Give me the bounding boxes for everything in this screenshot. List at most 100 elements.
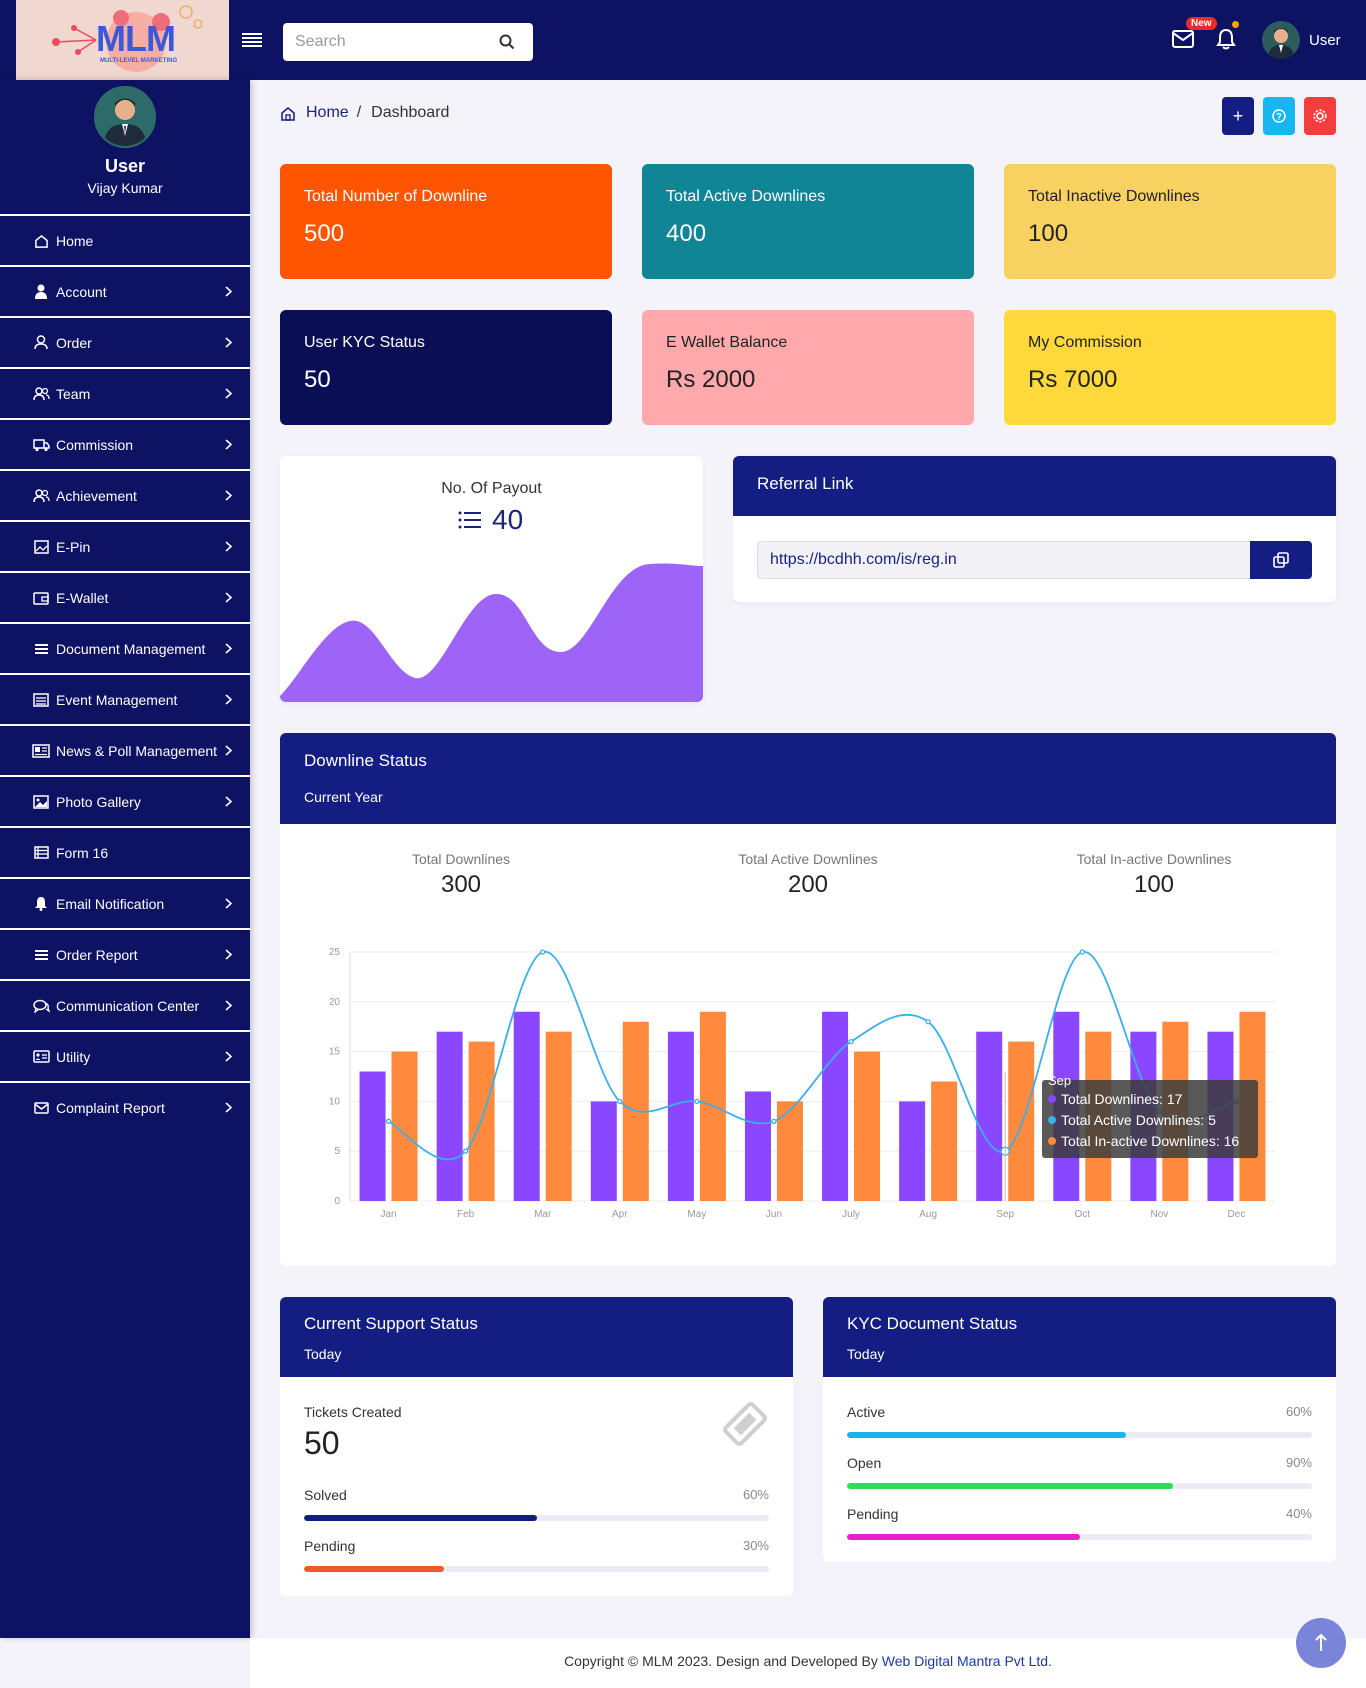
downline-status-card: Downline Status Current Year Total Downl… xyxy=(280,733,1336,1266)
bar-total-in-active-downlines-july xyxy=(854,1051,881,1201)
footer-company-link[interactable]: Web Digital Mantra Pvt Ltd. xyxy=(881,1653,1052,1669)
progress-fill xyxy=(304,1515,537,1521)
chevron-right-icon xyxy=(225,488,233,504)
sidebar-item-commission[interactable]: Commission xyxy=(0,418,250,469)
mail-icon[interactable] xyxy=(1172,30,1194,48)
bar-total-downlines-july xyxy=(822,1011,849,1201)
logo-graphic xyxy=(52,5,203,72)
x-tick-label: Nov xyxy=(1150,1209,1168,1220)
progress-label: Open xyxy=(847,1455,882,1471)
payout-area-chart xyxy=(280,563,703,702)
y-tick-label: 15 xyxy=(329,1047,341,1058)
sidebar-item-document-management[interactable]: Document Management xyxy=(0,622,250,673)
my-commission-card[interactable]: My Commission Rs 7000 xyxy=(1004,310,1336,425)
ticket-icon xyxy=(723,1402,767,1446)
tickets-value: 50 xyxy=(304,1425,340,1461)
line-point-aug xyxy=(925,1019,931,1025)
support-header: Current Support Status Today xyxy=(280,1297,793,1377)
sidebar-item-order-report[interactable]: Order Report xyxy=(0,928,250,979)
sidebar-item-account[interactable]: Account xyxy=(0,265,250,316)
total-inactive-downlines-card[interactable]: Total Inactive Downlines 100 xyxy=(1004,164,1336,279)
sidebar-item-form-16[interactable]: Form 16 xyxy=(0,826,250,877)
sidebar-item-utility[interactable]: Utility xyxy=(0,1030,250,1081)
y-tick-label: 20 xyxy=(329,997,341,1008)
sidebar-item-label: News & Poll Management xyxy=(56,742,218,759)
tickets-label: Tickets Created xyxy=(304,1404,402,1420)
total-downline-card[interactable]: Total Number of Downline 500 xyxy=(280,164,612,279)
search-icon[interactable] xyxy=(499,34,515,50)
list-icon xyxy=(458,511,481,529)
list-icon xyxy=(32,641,50,657)
stat-label: My Commission xyxy=(1028,334,1142,351)
sidebar-item-label: Order xyxy=(56,334,92,351)
mail-icon xyxy=(32,1100,50,1116)
line-series-total-active-downlines xyxy=(388,951,1237,1161)
sidebar-item-order[interactable]: Order xyxy=(0,316,250,367)
total-active-downlines-card[interactable]: Total Active Downlines 400 xyxy=(642,164,974,279)
kyc-title: KYC Document Status xyxy=(847,1314,1018,1333)
copy-link-button[interactable] xyxy=(1250,541,1312,579)
logo[interactable]: MLM MULTI-LEVEL MARKETING xyxy=(16,0,229,80)
search-input[interactable] xyxy=(283,23,483,61)
bar-total-downlines-aug xyxy=(899,1101,926,1201)
stat-value: 100 xyxy=(1133,871,1175,898)
avatar[interactable] xyxy=(1262,21,1300,59)
sidebar-menu: Home Account Order Team Commission Achievemen… xyxy=(0,214,250,1132)
add-button[interactable]: + xyxy=(1222,97,1254,135)
kyc-header: KYC Document Status Today xyxy=(823,1297,1336,1377)
sidebar-item-event-management[interactable]: Event Management xyxy=(0,673,250,724)
total-active-downlines-stat: Total Active Downlines 200 xyxy=(678,851,938,899)
chevron-right-icon xyxy=(225,437,233,453)
sidebar-item-e-wallet[interactable]: E-Wallet xyxy=(0,571,250,622)
x-tick-label: Dec xyxy=(1228,1209,1246,1220)
sidebar-item-news-poll-management[interactable]: News & Poll Management xyxy=(0,724,250,775)
breadcrumb: Home / Dashboard xyxy=(280,104,449,122)
progress-label: Solved xyxy=(304,1487,347,1503)
menu-toggle-button[interactable] xyxy=(242,33,262,47)
x-tick-label: July xyxy=(842,1209,860,1220)
sidebar-item-communication-center[interactable]: Communication Center xyxy=(0,979,250,1030)
sidebar-item-email-notification[interactable]: Email Notification xyxy=(0,877,250,928)
progress-bar xyxy=(847,1534,1312,1540)
bar-total-downlines-jan xyxy=(359,1071,386,1201)
tooltip-row: Total Downlines: 17 xyxy=(1048,1088,1252,1109)
sidebar-item-team[interactable]: Team xyxy=(0,367,250,418)
sidebar-user-role: User xyxy=(104,156,146,176)
progress-label: Pending xyxy=(304,1538,356,1554)
chevron-right-icon xyxy=(225,998,233,1014)
sidebar-item-home[interactable]: Home xyxy=(0,214,250,265)
stat-label: E Wallet Balance xyxy=(666,334,788,351)
progress-fill xyxy=(847,1483,1173,1489)
svg-text:?: ? xyxy=(1276,112,1282,122)
bar-total-downlines-sep xyxy=(976,1031,1003,1201)
progress-fill xyxy=(304,1566,444,1572)
sidebar-item-e-pin[interactable]: E-Pin xyxy=(0,520,250,571)
y-tick-label: 5 xyxy=(334,1146,340,1157)
kyc-status-card-stat[interactable]: User KYC Status 50 xyxy=(280,310,612,425)
line-point-apr xyxy=(617,1098,623,1105)
progress-percent: 30% xyxy=(742,1538,769,1553)
arrow-up-icon xyxy=(1315,1634,1327,1651)
copy-icon xyxy=(1273,552,1289,568)
header-username[interactable]: User xyxy=(1309,32,1341,49)
support-title: Current Support Status xyxy=(304,1314,478,1333)
settings-button[interactable] xyxy=(1304,97,1336,135)
photo-icon xyxy=(32,794,50,810)
stat-label: Total Inactive Downlines xyxy=(1028,188,1200,205)
stat-label: User KYC Status xyxy=(304,334,425,351)
progress-bar xyxy=(304,1515,769,1521)
e-wallet-balance-card[interactable]: E Wallet Balance Rs 2000 xyxy=(642,310,974,425)
sidebar-item-achievement[interactable]: Achievement xyxy=(0,469,250,520)
sidebar-item-complaint-report[interactable]: Complaint Report xyxy=(0,1081,250,1132)
progress-percent: 40% xyxy=(1285,1506,1312,1521)
x-tick-label: Jun xyxy=(766,1209,782,1220)
user-outline-icon xyxy=(32,335,50,351)
referral-link-field[interactable]: https://bcdhh.com/is/reg.in xyxy=(757,541,1251,579)
sidebar-item-photo-gallery[interactable]: Photo Gallery xyxy=(0,775,250,826)
search-box xyxy=(283,23,533,61)
bell-icon[interactable] xyxy=(1216,28,1236,50)
scroll-to-top-button[interactable] xyxy=(1296,1618,1346,1668)
breadcrumb-home-link[interactable]: Home xyxy=(306,104,349,121)
referral-title: Referral Link xyxy=(733,456,1336,516)
help-button[interactable]: ? xyxy=(1263,97,1295,135)
